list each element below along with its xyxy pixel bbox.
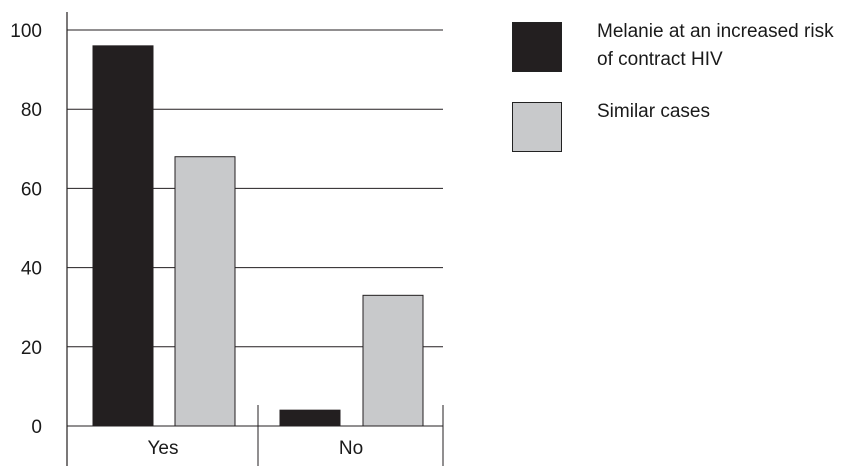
bar-no-series-2 bbox=[362, 294, 424, 427]
legend: Melanie at an increased risk of contract… bbox=[512, 18, 852, 178]
bar-yes-series-2 bbox=[174, 156, 236, 427]
y-tick-label: 60 bbox=[21, 179, 42, 200]
legend-swatch-series-1 bbox=[512, 22, 562, 72]
y-tick-label: 20 bbox=[21, 338, 42, 359]
legend-item-series-2: Similar cases bbox=[512, 98, 852, 178]
bars bbox=[92, 45, 424, 427]
legend-swatch-series-2 bbox=[512, 102, 562, 152]
legend-label-series-1: Melanie at an increased risk of contract… bbox=[597, 21, 834, 70]
x-category-label: Yes bbox=[148, 438, 179, 459]
legend-item-series-1: Melanie at an increased risk of contract… bbox=[512, 18, 852, 98]
x-axis-categories: Yes No bbox=[148, 438, 364, 459]
axes bbox=[66, 12, 444, 466]
x-category-label: No bbox=[339, 438, 363, 459]
bar-yes-series-1 bbox=[92, 45, 154, 427]
bar-no-series-1 bbox=[279, 409, 341, 427]
legend-label-series-2: Similar cases bbox=[597, 101, 710, 122]
y-axis-ticks: 0 20 40 60 80 100 bbox=[10, 21, 42, 438]
y-tick-label: 80 bbox=[21, 100, 42, 121]
y-tick-label: 100 bbox=[10, 21, 42, 42]
y-tick-label: 40 bbox=[21, 259, 42, 280]
y-tick-label: 0 bbox=[31, 417, 42, 438]
